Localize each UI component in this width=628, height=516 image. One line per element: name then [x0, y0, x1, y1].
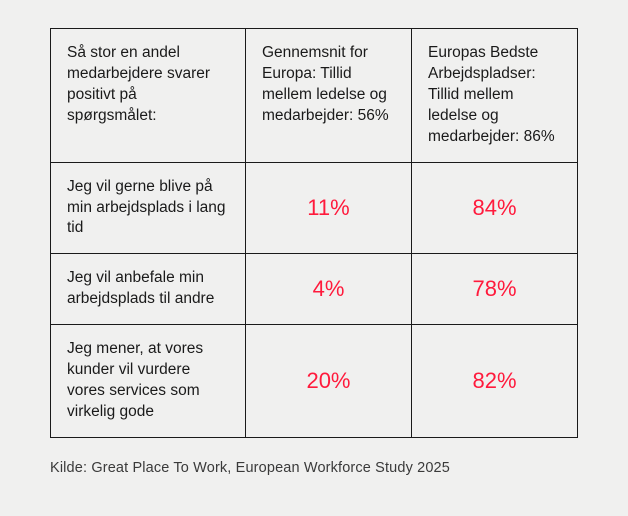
header-col-b: Europas Bedste Arbejdspladser: Tillid me… [411, 29, 577, 163]
header-col-a: Gennemsnit for Europa: Tillid mellem led… [245, 29, 411, 163]
comparison-table: Så stor en andel medarbejdere svarer pos… [50, 28, 578, 438]
table-row: Jeg mener, at vores kunder vil vurdere v… [51, 325, 578, 438]
row-question: Jeg vil anbefale min arbejdsplads til an… [51, 254, 246, 325]
table-row: Jeg vil anbefale min arbejdsplads til an… [51, 254, 578, 325]
row-value-a: 20% [245, 325, 411, 438]
row-value-b: 78% [411, 254, 577, 325]
row-value-b: 84% [411, 162, 577, 254]
row-question: Jeg mener, at vores kunder vil vurdere v… [51, 325, 246, 438]
source-citation: Kilde: Great Place To Work, European Wor… [50, 460, 578, 476]
row-value-a: 11% [245, 162, 411, 254]
header-question: Så stor en andel medarbejdere svarer pos… [51, 29, 246, 163]
table-header-row: Så stor en andel medarbejdere svarer pos… [51, 29, 578, 163]
row-value-b: 82% [411, 325, 577, 438]
row-value-a: 4% [245, 254, 411, 325]
table-row: Jeg vil gerne blive på min arbejds­plads… [51, 162, 578, 254]
row-question: Jeg vil gerne blive på min arbejds­plads… [51, 162, 246, 254]
